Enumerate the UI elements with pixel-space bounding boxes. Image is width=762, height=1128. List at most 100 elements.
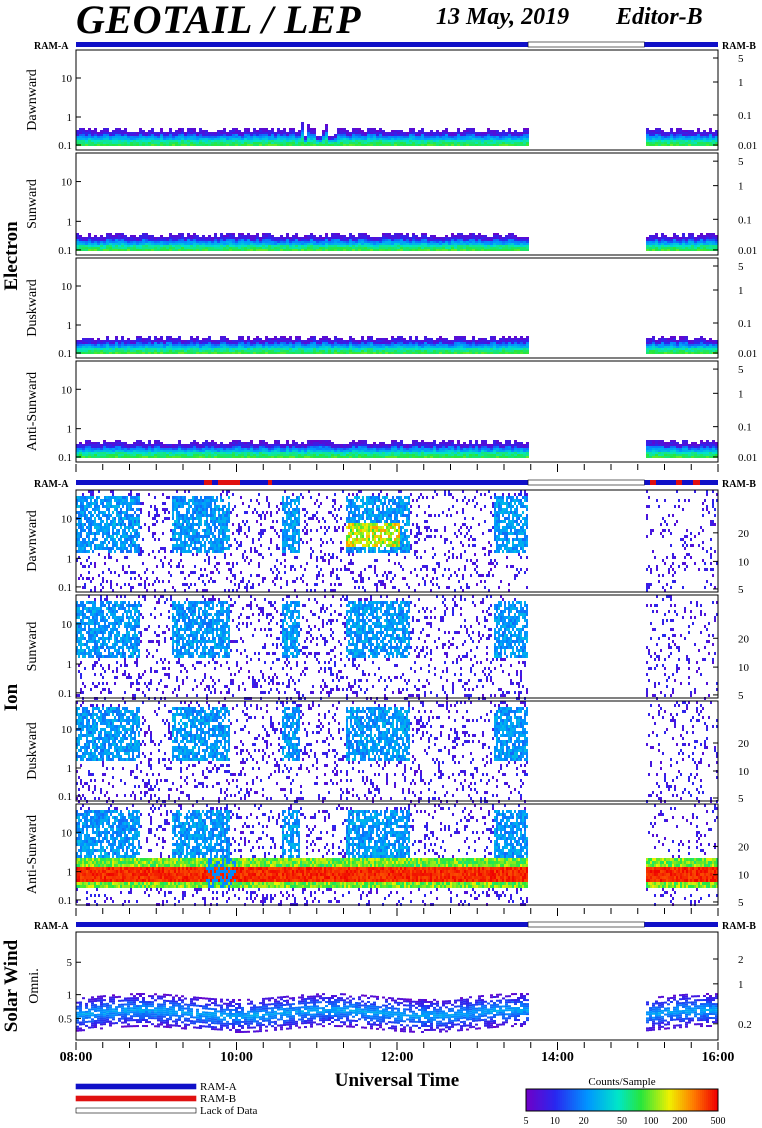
electron-spectrogram-cell <box>676 239 679 241</box>
electron-spectrogram-cell <box>355 348 358 350</box>
electron-spectrogram-cell <box>94 452 97 454</box>
electron-spectrogram-cell <box>337 450 340 452</box>
electron-spectrogram-cell <box>145 452 148 454</box>
electron-spectrogram-cell <box>160 452 163 454</box>
electron-spectrogram-cell <box>271 144 274 146</box>
electron-spectrogram-cell <box>139 132 142 134</box>
electron-spectrogram-cell <box>526 134 529 136</box>
electron-spectrogram-cell <box>265 249 268 251</box>
electron-spectrogram-cell <box>286 348 289 350</box>
electron-spectrogram-cell <box>664 249 667 251</box>
electron-spectrogram-cell <box>232 440 235 442</box>
electron-spectrogram-cell <box>88 233 91 235</box>
electron-spectrogram-cell <box>448 136 451 138</box>
electron-spectrogram-cell <box>178 336 181 338</box>
electron-spectrogram-cell <box>232 348 235 350</box>
electron-spectrogram-cell <box>295 237 298 239</box>
electron-spectrogram-cell <box>367 350 370 352</box>
electron-spectrogram-cell <box>175 239 178 241</box>
electron-spectrogram-cell <box>112 348 115 350</box>
electron-spectrogram-cell <box>139 338 142 340</box>
electron-spectrogram-cell <box>211 340 214 342</box>
electron-spectrogram-cell <box>202 134 205 136</box>
electron-spectrogram-cell <box>520 350 523 352</box>
electron-spectrogram-cell <box>655 132 658 134</box>
electron-spectrogram-cell <box>487 128 490 130</box>
electron-spectrogram-cell <box>214 350 217 352</box>
electron-spectrogram-cell <box>289 338 292 340</box>
electron-spectrogram-cell <box>91 342 94 344</box>
electron-spectrogram-cell <box>100 247 103 249</box>
electron-spectrogram-cell <box>397 350 400 352</box>
electron-spectrogram-cell <box>295 140 298 142</box>
electron-spectrogram-cell <box>487 144 490 146</box>
electron-spectrogram-cell <box>508 346 511 348</box>
electron-spectrogram-cell <box>478 241 481 243</box>
electron-spectrogram-cell <box>187 448 190 450</box>
electron-spectrogram-cell <box>277 241 280 243</box>
electron-spectrogram-cell <box>145 456 148 458</box>
electron-spectrogram-cell <box>391 342 394 344</box>
electron-spectrogram-cell <box>697 130 700 132</box>
electron-spectrogram-cell <box>118 352 121 354</box>
electron-spectrogram-cell <box>121 454 124 456</box>
electron-spectrogram-cell <box>289 344 292 346</box>
electron-spectrogram-cell <box>478 350 481 352</box>
electron-spectrogram-cell <box>502 344 505 346</box>
electron-spectrogram-cell <box>340 350 343 352</box>
electron-spectrogram-cell <box>187 247 190 249</box>
electron-spectrogram-cell <box>259 138 262 140</box>
electron-spectrogram-cell <box>100 136 103 138</box>
electron-spectrogram-cell <box>115 134 118 136</box>
electron-spectrogram-cell <box>247 138 250 140</box>
electron-spectrogram-cell <box>328 446 331 448</box>
electron-spectrogram-cell <box>301 249 304 251</box>
electron-spectrogram-cell <box>523 237 526 239</box>
electron-spectrogram-cell <box>520 247 523 249</box>
electron-spectrogram-cell <box>478 346 481 348</box>
electron-spectrogram-cell <box>301 128 304 130</box>
electron-spectrogram-cell <box>349 138 352 140</box>
electron-spectrogram-cell <box>280 338 283 340</box>
electron-spectrogram-cell <box>76 233 79 235</box>
electron-spectrogram-cell <box>700 344 703 346</box>
electron-spectrogram-cell <box>145 249 148 251</box>
electron-spectrogram-cell <box>283 348 286 350</box>
electron-spectrogram-cell <box>259 454 262 456</box>
electron-spectrogram-cell <box>340 132 343 134</box>
electron-spectrogram-cell <box>706 340 709 342</box>
electron-spectrogram-cell <box>181 454 184 456</box>
electron-spectrogram-cell <box>238 442 241 444</box>
electron-spectrogram-cell <box>250 448 253 450</box>
electron-spectrogram-cell <box>334 136 337 138</box>
electron-spectrogram-cell <box>310 340 313 342</box>
electron-spectrogram-cell <box>316 239 319 241</box>
electron-spectrogram-cell <box>481 142 484 144</box>
electron-spectrogram-cell <box>181 138 184 140</box>
electron-spectrogram-cell <box>268 140 271 142</box>
electron-spectrogram-cell <box>178 444 181 446</box>
electron-spectrogram-cell <box>277 239 280 241</box>
electron-spectrogram-cell <box>259 237 262 239</box>
electron-spectrogram-cell <box>103 350 106 352</box>
electron-spectrogram-cell <box>160 450 163 452</box>
electron-spectrogram-cell <box>238 132 241 134</box>
electron-spectrogram-cell <box>667 142 670 144</box>
electron-spectrogram-cell <box>322 444 325 446</box>
electron-spectrogram-cell <box>256 237 259 239</box>
electron-spectrogram-cell <box>175 444 178 446</box>
electron-spectrogram-cell <box>382 245 385 247</box>
electron-spectrogram-cell <box>145 144 148 146</box>
electron-spectrogram-cell <box>358 134 361 136</box>
electron-spectrogram-cell <box>460 352 463 354</box>
electron-spectrogram-cell <box>523 342 526 344</box>
electron-spectrogram-cell <box>301 446 304 448</box>
electron-spectrogram-cell <box>289 454 292 456</box>
electron-spectrogram-cell <box>364 140 367 142</box>
electron-spectrogram-cell <box>211 144 214 146</box>
electron-spectrogram-cell <box>520 249 523 251</box>
electron-spectrogram-cell <box>181 249 184 251</box>
electron-spectrogram-cell <box>400 245 403 247</box>
electron-spectrogram-cell <box>706 144 709 146</box>
electron-spectrogram-cell <box>313 241 316 243</box>
